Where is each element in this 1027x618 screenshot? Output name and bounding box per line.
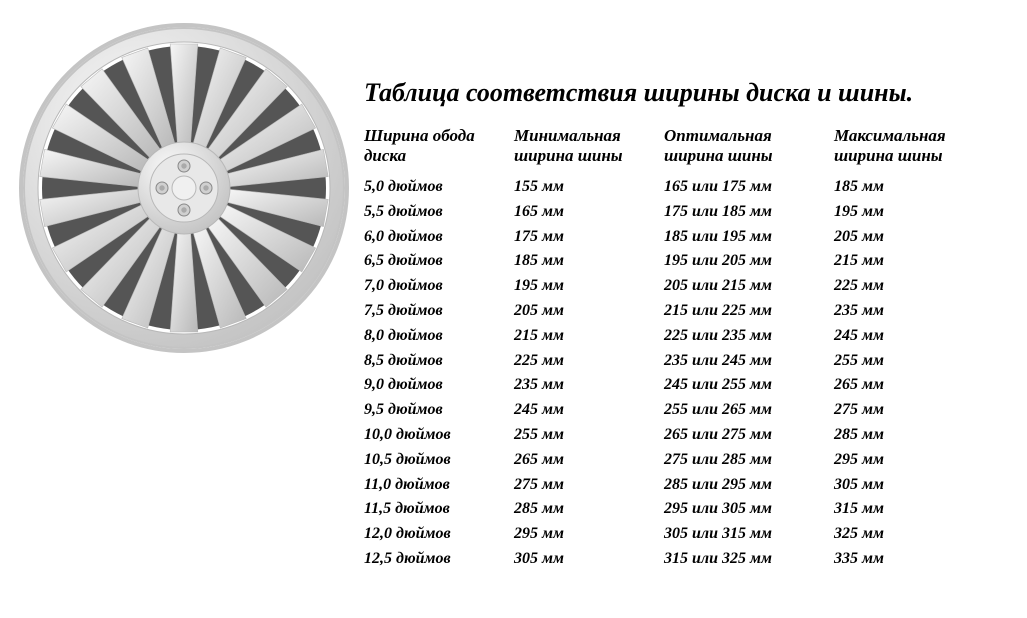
cell-rim: 5,5 дюймов xyxy=(364,200,514,225)
cell-rim: 11,5 дюймов xyxy=(364,497,514,522)
cell-opt: 205 или 215 мм xyxy=(664,274,834,299)
tire-width-table: Ширина обода дискаМинимальная ширина шин… xyxy=(364,126,1015,572)
cell-opt: 275 или 285 мм xyxy=(664,448,834,473)
cell-rim: 9,0 дюймов xyxy=(364,373,514,398)
cell-max: 245 мм xyxy=(834,324,994,349)
th-min-tire: Минимальная ширина шины xyxy=(514,126,664,175)
cell-rim: 8,5 дюймов xyxy=(364,349,514,374)
cell-opt: 245 или 255 мм xyxy=(664,373,834,398)
cell-min: 285 мм xyxy=(514,497,664,522)
cell-rim: 6,0 дюймов xyxy=(364,225,514,250)
cell-min: 215 мм xyxy=(514,324,664,349)
cell-opt: 295 или 305 мм xyxy=(664,497,834,522)
cell-rim: 7,5 дюймов xyxy=(364,299,514,324)
cell-max: 225 мм xyxy=(834,274,994,299)
cell-min: 235 мм xyxy=(514,373,664,398)
cell-max: 335 мм xyxy=(834,547,994,572)
cell-opt: 195 или 205 мм xyxy=(664,249,834,274)
cell-max: 275 мм xyxy=(834,398,994,423)
cell-opt: 235 или 245 мм xyxy=(664,349,834,374)
cell-min: 195 мм xyxy=(514,274,664,299)
cell-max: 265 мм xyxy=(834,373,994,398)
cell-max: 325 мм xyxy=(834,522,994,547)
cell-opt: 165 или 175 мм xyxy=(664,175,834,200)
page-title: Таблица соответствия ширины диска и шины… xyxy=(364,78,1015,108)
th-max-tire: Максимальная ширина шины xyxy=(834,126,994,175)
cell-rim: 5,0 дюймов xyxy=(364,175,514,200)
wheel-image xyxy=(14,18,354,358)
cell-rim: 12,5 дюймов xyxy=(364,547,514,572)
cell-max: 305 мм xyxy=(834,473,994,498)
cell-opt: 265 или 275 мм xyxy=(664,423,834,448)
cell-max: 255 мм xyxy=(834,349,994,374)
cell-max: 215 мм xyxy=(834,249,994,274)
cell-min: 265 мм xyxy=(514,448,664,473)
cell-min: 205 мм xyxy=(514,299,664,324)
cell-min: 295 мм xyxy=(514,522,664,547)
cell-min: 255 мм xyxy=(514,423,664,448)
cell-opt: 255 или 265 мм xyxy=(664,398,834,423)
cell-rim: 11,0 дюймов xyxy=(364,473,514,498)
cell-min: 225 мм xyxy=(514,349,664,374)
cell-opt: 215 или 225 мм xyxy=(664,299,834,324)
cell-opt: 315 или 325 мм xyxy=(664,547,834,572)
cell-rim: 10,0 дюймов xyxy=(364,423,514,448)
cell-max: 185 мм xyxy=(834,175,994,200)
cell-max: 235 мм xyxy=(834,299,994,324)
cell-max: 285 мм xyxy=(834,423,994,448)
cell-opt: 225 или 235 мм xyxy=(664,324,834,349)
cell-min: 275 мм xyxy=(514,473,664,498)
cell-min: 155 мм xyxy=(514,175,664,200)
cell-rim: 9,5 дюймов xyxy=(364,398,514,423)
cell-max: 295 мм xyxy=(834,448,994,473)
cell-opt: 305 или 315 мм xyxy=(664,522,834,547)
th-opt-tire: Оптимальная ширина шины xyxy=(664,126,834,175)
cell-rim: 6,5 дюймов xyxy=(364,249,514,274)
cell-rim: 12,0 дюймов xyxy=(364,522,514,547)
cell-max: 205 мм xyxy=(834,225,994,250)
cell-opt: 175 или 185 мм xyxy=(664,200,834,225)
th-rim-width: Ширина обода диска xyxy=(364,126,514,175)
cell-rim: 7,0 дюймов xyxy=(364,274,514,299)
cell-max: 315 мм xyxy=(834,497,994,522)
cell-rim: 8,0 дюймов xyxy=(364,324,514,349)
cell-min: 185 мм xyxy=(514,249,664,274)
cell-opt: 285 или 295 мм xyxy=(664,473,834,498)
cell-opt: 185 или 195 мм xyxy=(664,225,834,250)
cell-min: 305 мм xyxy=(514,547,664,572)
cell-min: 165 мм xyxy=(514,200,664,225)
cell-min: 175 мм xyxy=(514,225,664,250)
cell-rim: 10,5 дюймов xyxy=(364,448,514,473)
cell-max: 195 мм xyxy=(834,200,994,225)
cell-min: 245 мм xyxy=(514,398,664,423)
